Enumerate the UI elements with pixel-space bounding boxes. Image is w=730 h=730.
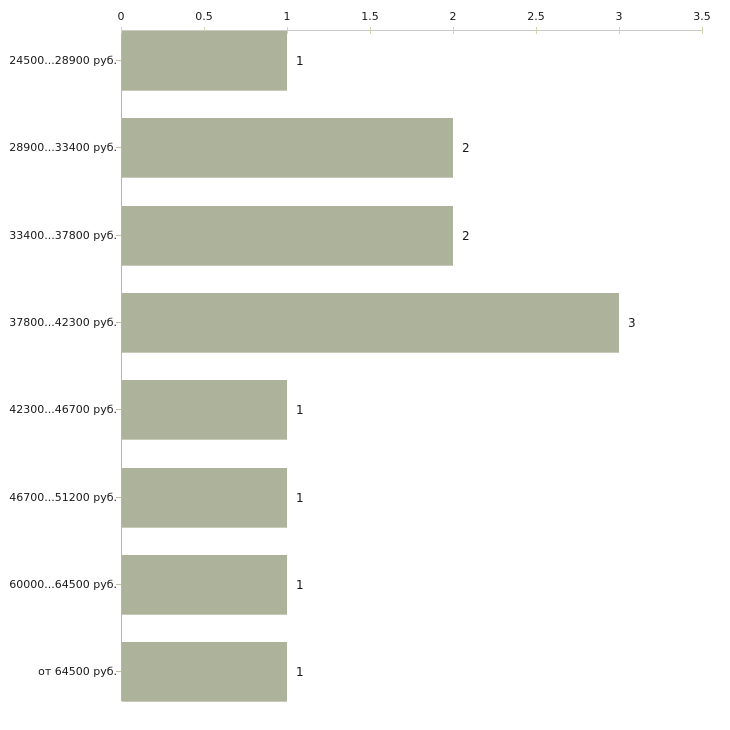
x-tick-label: 1.5 bbox=[361, 10, 379, 23]
bar bbox=[122, 31, 287, 91]
x-tick-label: 0.5 bbox=[195, 10, 213, 23]
value-label: 1 bbox=[296, 664, 304, 679]
x-tick-label: 2.5 bbox=[527, 10, 545, 23]
y-axis-line bbox=[121, 31, 122, 701]
category-tick bbox=[116, 147, 121, 148]
bar bbox=[122, 206, 453, 266]
bar bbox=[122, 380, 287, 440]
bar bbox=[122, 293, 619, 353]
category-tick bbox=[116, 322, 121, 323]
value-label: 2 bbox=[462, 140, 470, 155]
category-label: 24500...28900 руб. bbox=[9, 54, 117, 67]
x-tick bbox=[121, 27, 122, 34]
x-axis-line bbox=[121, 30, 703, 31]
category-label: 28900...33400 руб. bbox=[9, 141, 117, 154]
value-label: 1 bbox=[296, 402, 304, 417]
bar bbox=[122, 118, 453, 178]
category-label: 60000...64500 руб. bbox=[9, 578, 117, 591]
x-tick-label: 3.5 bbox=[693, 10, 711, 23]
category-label: 33400...37800 руб. bbox=[9, 229, 117, 242]
category-label: 42300...46700 руб. bbox=[9, 403, 117, 416]
bar bbox=[122, 642, 287, 702]
value-label: 2 bbox=[462, 228, 470, 243]
x-tick bbox=[453, 27, 454, 34]
value-label: 1 bbox=[296, 577, 304, 592]
category-label: 46700...51200 руб. bbox=[9, 491, 117, 504]
x-tick-label: 0 bbox=[117, 10, 125, 23]
category-tick bbox=[116, 235, 121, 236]
category-tick bbox=[116, 584, 121, 585]
bar bbox=[122, 468, 287, 528]
value-label: 1 bbox=[296, 490, 304, 505]
x-tick bbox=[536, 27, 537, 34]
category-tick bbox=[116, 409, 121, 410]
x-tick bbox=[204, 27, 205, 34]
bar bbox=[122, 555, 287, 615]
x-tick bbox=[702, 27, 703, 34]
category-tick bbox=[116, 497, 121, 498]
x-tick bbox=[370, 27, 371, 34]
x-tick bbox=[287, 27, 288, 34]
category-label: от 64500 руб. bbox=[38, 665, 117, 678]
value-label: 3 bbox=[628, 315, 636, 330]
category-tick bbox=[116, 671, 121, 672]
category-label: 37800...42300 руб. bbox=[9, 316, 117, 329]
value-label: 1 bbox=[296, 53, 304, 68]
x-tick-label: 1 bbox=[283, 10, 291, 23]
x-tick bbox=[619, 27, 620, 34]
x-tick-label: 2 bbox=[449, 10, 457, 23]
category-tick bbox=[116, 60, 121, 61]
x-tick-label: 3 bbox=[615, 10, 623, 23]
